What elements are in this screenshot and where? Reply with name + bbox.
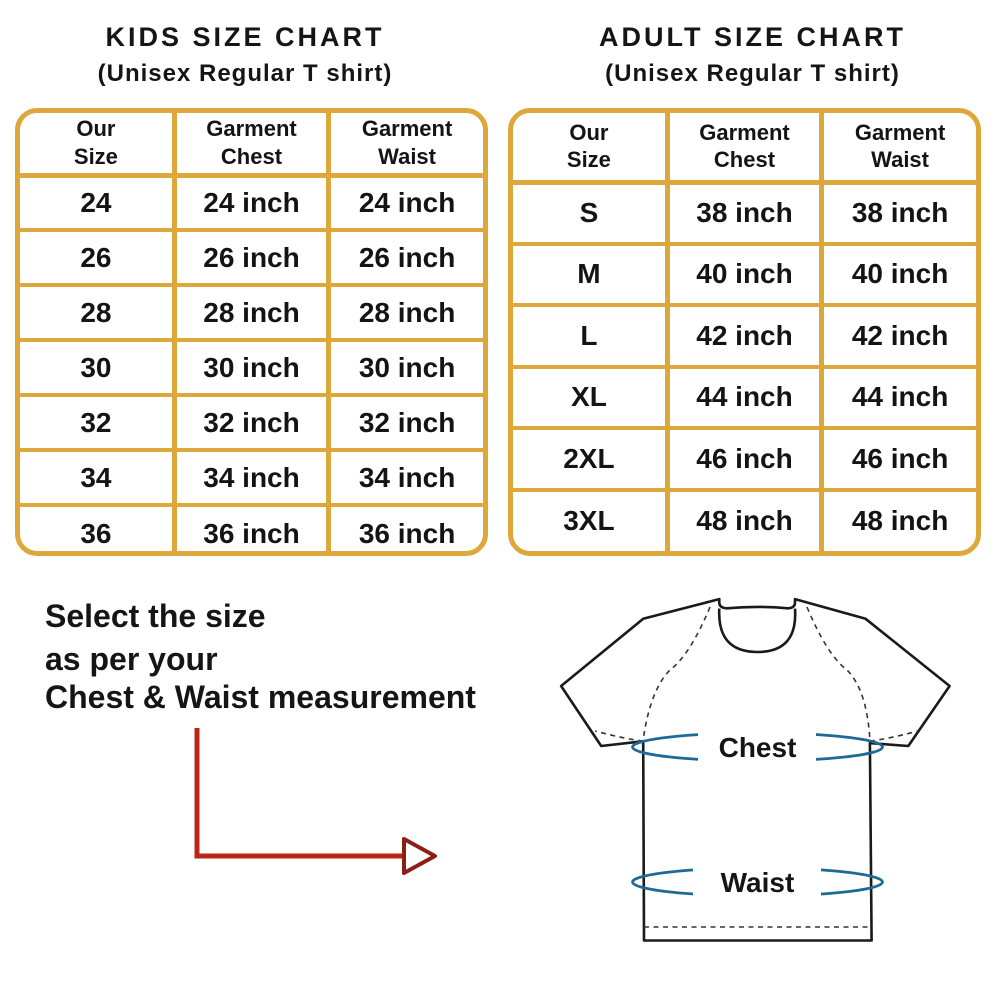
svg-text:Waist: Waist — [721, 867, 795, 898]
svg-text:Chest: Chest — [719, 732, 797, 763]
